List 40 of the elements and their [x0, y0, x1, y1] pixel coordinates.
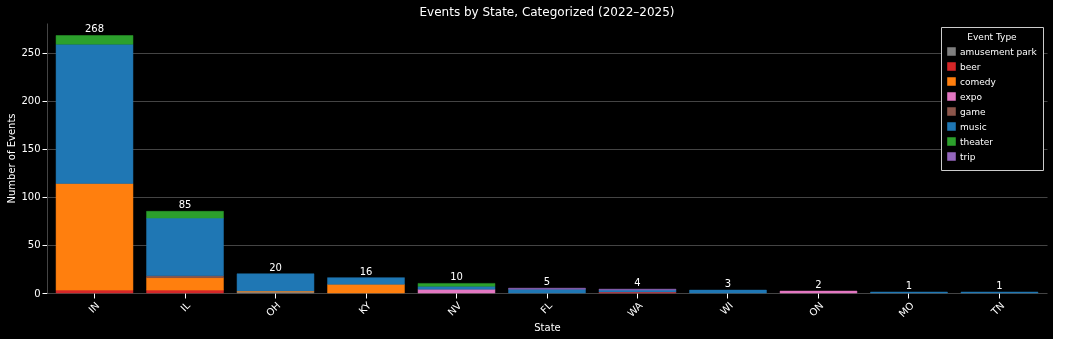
- total-label: 85: [178, 199, 192, 211]
- x-tick-label: TN: [988, 299, 1007, 318]
- legend-label: amusement park: [960, 46, 1038, 57]
- legend-label: trip: [960, 151, 976, 162]
- legend-label: comedy: [960, 76, 997, 87]
- x-tick-label: NV: [445, 299, 464, 318]
- x-tick-label: IL: [178, 299, 193, 314]
- x-tick-label: KY: [356, 299, 374, 317]
- total-label: 10: [450, 271, 463, 283]
- total-label: 3: [724, 278, 732, 290]
- total-label: 4: [634, 277, 641, 289]
- total-label: 1: [905, 280, 913, 292]
- legend-label: music: [960, 121, 987, 132]
- total-label: 2: [815, 279, 822, 291]
- y-tick-label: 50: [27, 239, 41, 251]
- legend-label: theater: [960, 136, 994, 147]
- total-label: 1: [996, 280, 1003, 292]
- y-tick-label: 150: [21, 143, 41, 155]
- x-tick-label: MO: [896, 299, 917, 320]
- chart-title: Events by State, Categorized (2022–2025): [419, 5, 675, 19]
- x-tick-label: IN: [86, 299, 102, 315]
- y-tick-label: 0: [34, 287, 41, 299]
- x-tick-label: ON: [806, 299, 826, 319]
- legend-label: expo: [960, 91, 983, 102]
- y-tick-label: 200: [21, 95, 41, 107]
- total-label: 5: [543, 276, 551, 288]
- y-tick-label: 100: [21, 191, 41, 203]
- x-tick-label: FL: [538, 299, 555, 316]
- total-label: 268: [84, 23, 105, 35]
- y-tick-label: 250: [21, 47, 41, 59]
- y-axis-title: Number of Events: [6, 113, 18, 204]
- legend-label: game: [960, 106, 986, 117]
- x-tick-label: WI: [718, 299, 736, 317]
- x-tick-label: OH: [263, 299, 283, 319]
- total-label: 16: [359, 265, 373, 277]
- x-tick-label: WA: [625, 299, 645, 320]
- total-label: 20: [269, 261, 282, 273]
- legend-label: beer: [960, 61, 981, 72]
- x-axis-title: State: [534, 322, 561, 334]
- legend-title: Event Type: [967, 32, 1018, 42]
